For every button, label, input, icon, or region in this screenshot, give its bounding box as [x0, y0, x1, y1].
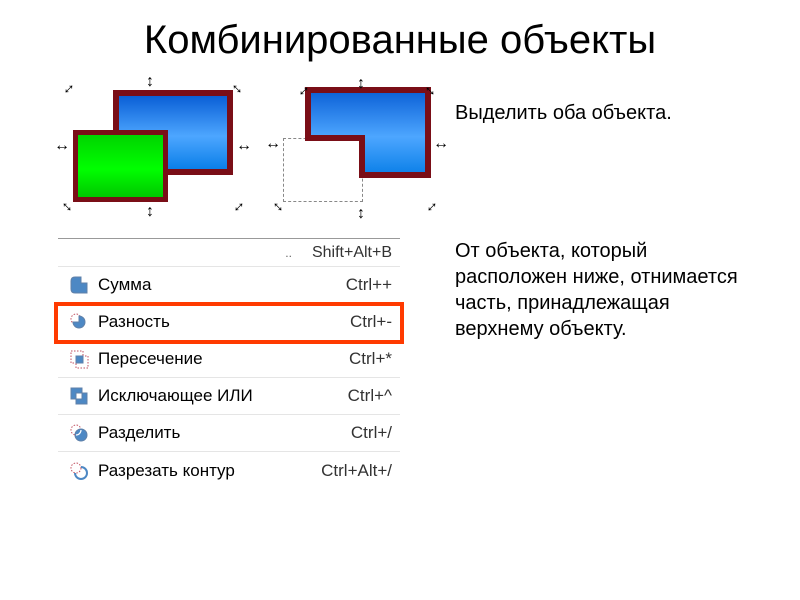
- resize-arrow-icon: ↕: [146, 74, 154, 90]
- difference-icon: [64, 311, 94, 333]
- resize-arrow-icon: ↔: [57, 77, 80, 100]
- menu-top-row: .. Shift+Alt+B: [58, 239, 400, 267]
- resize-arrow-icon: ↔: [265, 136, 281, 152]
- resize-arrow-icon: ↔: [420, 195, 443, 218]
- resize-arrow-icon: ↔: [227, 195, 250, 218]
- menu-item-difference[interactable]: Разность Ctrl+-: [58, 304, 400, 341]
- top-shortcut-label: Shift+Alt+B: [312, 244, 394, 262]
- menu-item-shortcut: Ctrl+/: [351, 423, 394, 443]
- menu-item-shortcut: Ctrl+Alt+/: [321, 461, 394, 481]
- resize-arrow-icon: ↕: [357, 76, 365, 92]
- shapes-illustration: ↔ ↕ ↔ ↔ ↔ ↕ ↔ ↔ ↔ ↕ ↔ ↔ ↔: [58, 82, 428, 232]
- resize-arrow-icon: ↕: [357, 206, 365, 222]
- menu-item-shortcut: Ctrl+^: [348, 386, 394, 406]
- menu-item-label: Сумма: [94, 275, 346, 295]
- menu-item-label: Исключающее ИЛИ: [94, 386, 348, 406]
- instruction-text: Выделить оба объекта.: [455, 100, 755, 126]
- menu-item-label: Разделить: [94, 423, 351, 443]
- intersection-icon: [64, 348, 94, 370]
- resize-arrow-icon: ↔: [236, 138, 252, 154]
- union-icon: [64, 274, 94, 296]
- menu-item-divide[interactable]: Разделить Ctrl+/: [58, 415, 400, 452]
- menu-item-shortcut: Ctrl+*: [349, 349, 394, 369]
- description-text: От объекта, который расположен ниже, отн…: [455, 238, 755, 342]
- cutpath-icon: [64, 460, 94, 482]
- page-title: Комбинированные объекты: [0, 0, 800, 63]
- resize-arrow-icon: ↔: [433, 136, 449, 152]
- divide-icon: [64, 422, 94, 444]
- menu-item-intersection[interactable]: Пересечение Ctrl+*: [58, 341, 400, 378]
- menu-item-shortcut: Ctrl+-: [350, 312, 394, 332]
- dots-icon: ..: [64, 246, 292, 260]
- menu-item-shortcut: Ctrl++: [346, 275, 394, 295]
- menu-item-label: Разрезать контур: [94, 461, 321, 481]
- result-selection-group: ↔ ↕ ↔ ↔ ↔ ↕ ↔ ↔: [283, 90, 448, 210]
- resize-arrow-icon: ↕: [146, 204, 154, 220]
- green-rectangle: [73, 130, 168, 202]
- menu-item-label: Разность: [94, 312, 350, 332]
- l-shape-result: [308, 90, 428, 175]
- xor-icon: [64, 385, 94, 407]
- menu-item-xor[interactable]: Исключающее ИЛИ Ctrl+^: [58, 378, 400, 415]
- resize-arrow-icon: ↔: [54, 138, 70, 154]
- path-operations-menu: .. Shift+Alt+B Сумма Ctrl++ Разность Ctr…: [58, 238, 400, 489]
- menu-item-label: Пересечение: [94, 349, 349, 369]
- menu-item-union[interactable]: Сумма Ctrl++: [58, 267, 400, 304]
- menu-item-cutpath[interactable]: Разрезать контур Ctrl+Alt+/: [58, 452, 400, 489]
